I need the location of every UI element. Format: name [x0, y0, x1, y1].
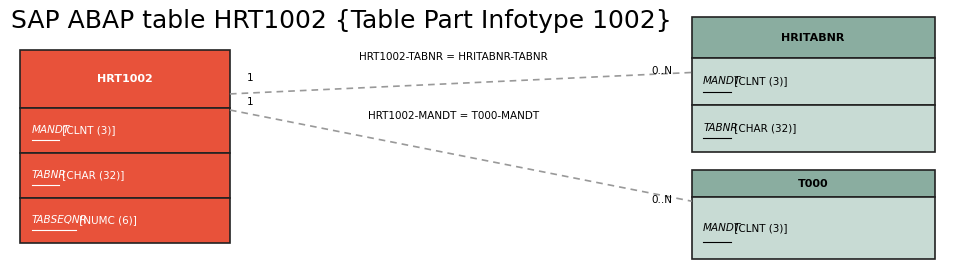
Text: HRT1002: HRT1002: [97, 74, 153, 84]
FancyBboxPatch shape: [691, 58, 935, 105]
Text: TABNR: TABNR: [703, 123, 738, 133]
FancyBboxPatch shape: [691, 197, 935, 259]
Text: MANDT: MANDT: [703, 76, 741, 86]
Text: HRT1002-MANDT = T000-MANDT: HRT1002-MANDT = T000-MANDT: [368, 111, 540, 121]
Text: TABNR: TABNR: [32, 170, 67, 180]
FancyBboxPatch shape: [691, 105, 935, 151]
FancyBboxPatch shape: [20, 198, 230, 243]
Text: 1: 1: [247, 73, 254, 83]
Text: 0..N: 0..N: [651, 195, 672, 205]
Text: HRT1002-TABNR = HRITABNR-TABNR: HRT1002-TABNR = HRITABNR-TABNR: [359, 52, 548, 62]
Text: SAP ABAP table HRT1002 {Table Part Infotype 1002}: SAP ABAP table HRT1002 {Table Part Infot…: [11, 9, 671, 33]
FancyBboxPatch shape: [691, 18, 935, 58]
Text: T000: T000: [797, 179, 829, 189]
Text: 1: 1: [247, 96, 254, 107]
Text: [CLNT (3)]: [CLNT (3)]: [59, 125, 116, 135]
FancyBboxPatch shape: [691, 170, 935, 197]
Text: [NUMC (6)]: [NUMC (6)]: [76, 215, 137, 225]
FancyBboxPatch shape: [20, 153, 230, 198]
Text: 0..N: 0..N: [651, 66, 672, 76]
Text: TABSEQNR: TABSEQNR: [32, 215, 88, 225]
FancyBboxPatch shape: [20, 50, 230, 108]
FancyBboxPatch shape: [20, 108, 230, 153]
Text: MANDT: MANDT: [703, 223, 741, 233]
Text: [CLNT (3)]: [CLNT (3)]: [731, 223, 787, 233]
Text: [CHAR (32)]: [CHAR (32)]: [731, 123, 796, 133]
Text: MANDT: MANDT: [32, 125, 70, 135]
Text: HRITABNR: HRITABNR: [781, 33, 845, 43]
Text: [CHAR (32)]: [CHAR (32)]: [59, 170, 125, 180]
Text: [CLNT (3)]: [CLNT (3)]: [731, 76, 787, 86]
